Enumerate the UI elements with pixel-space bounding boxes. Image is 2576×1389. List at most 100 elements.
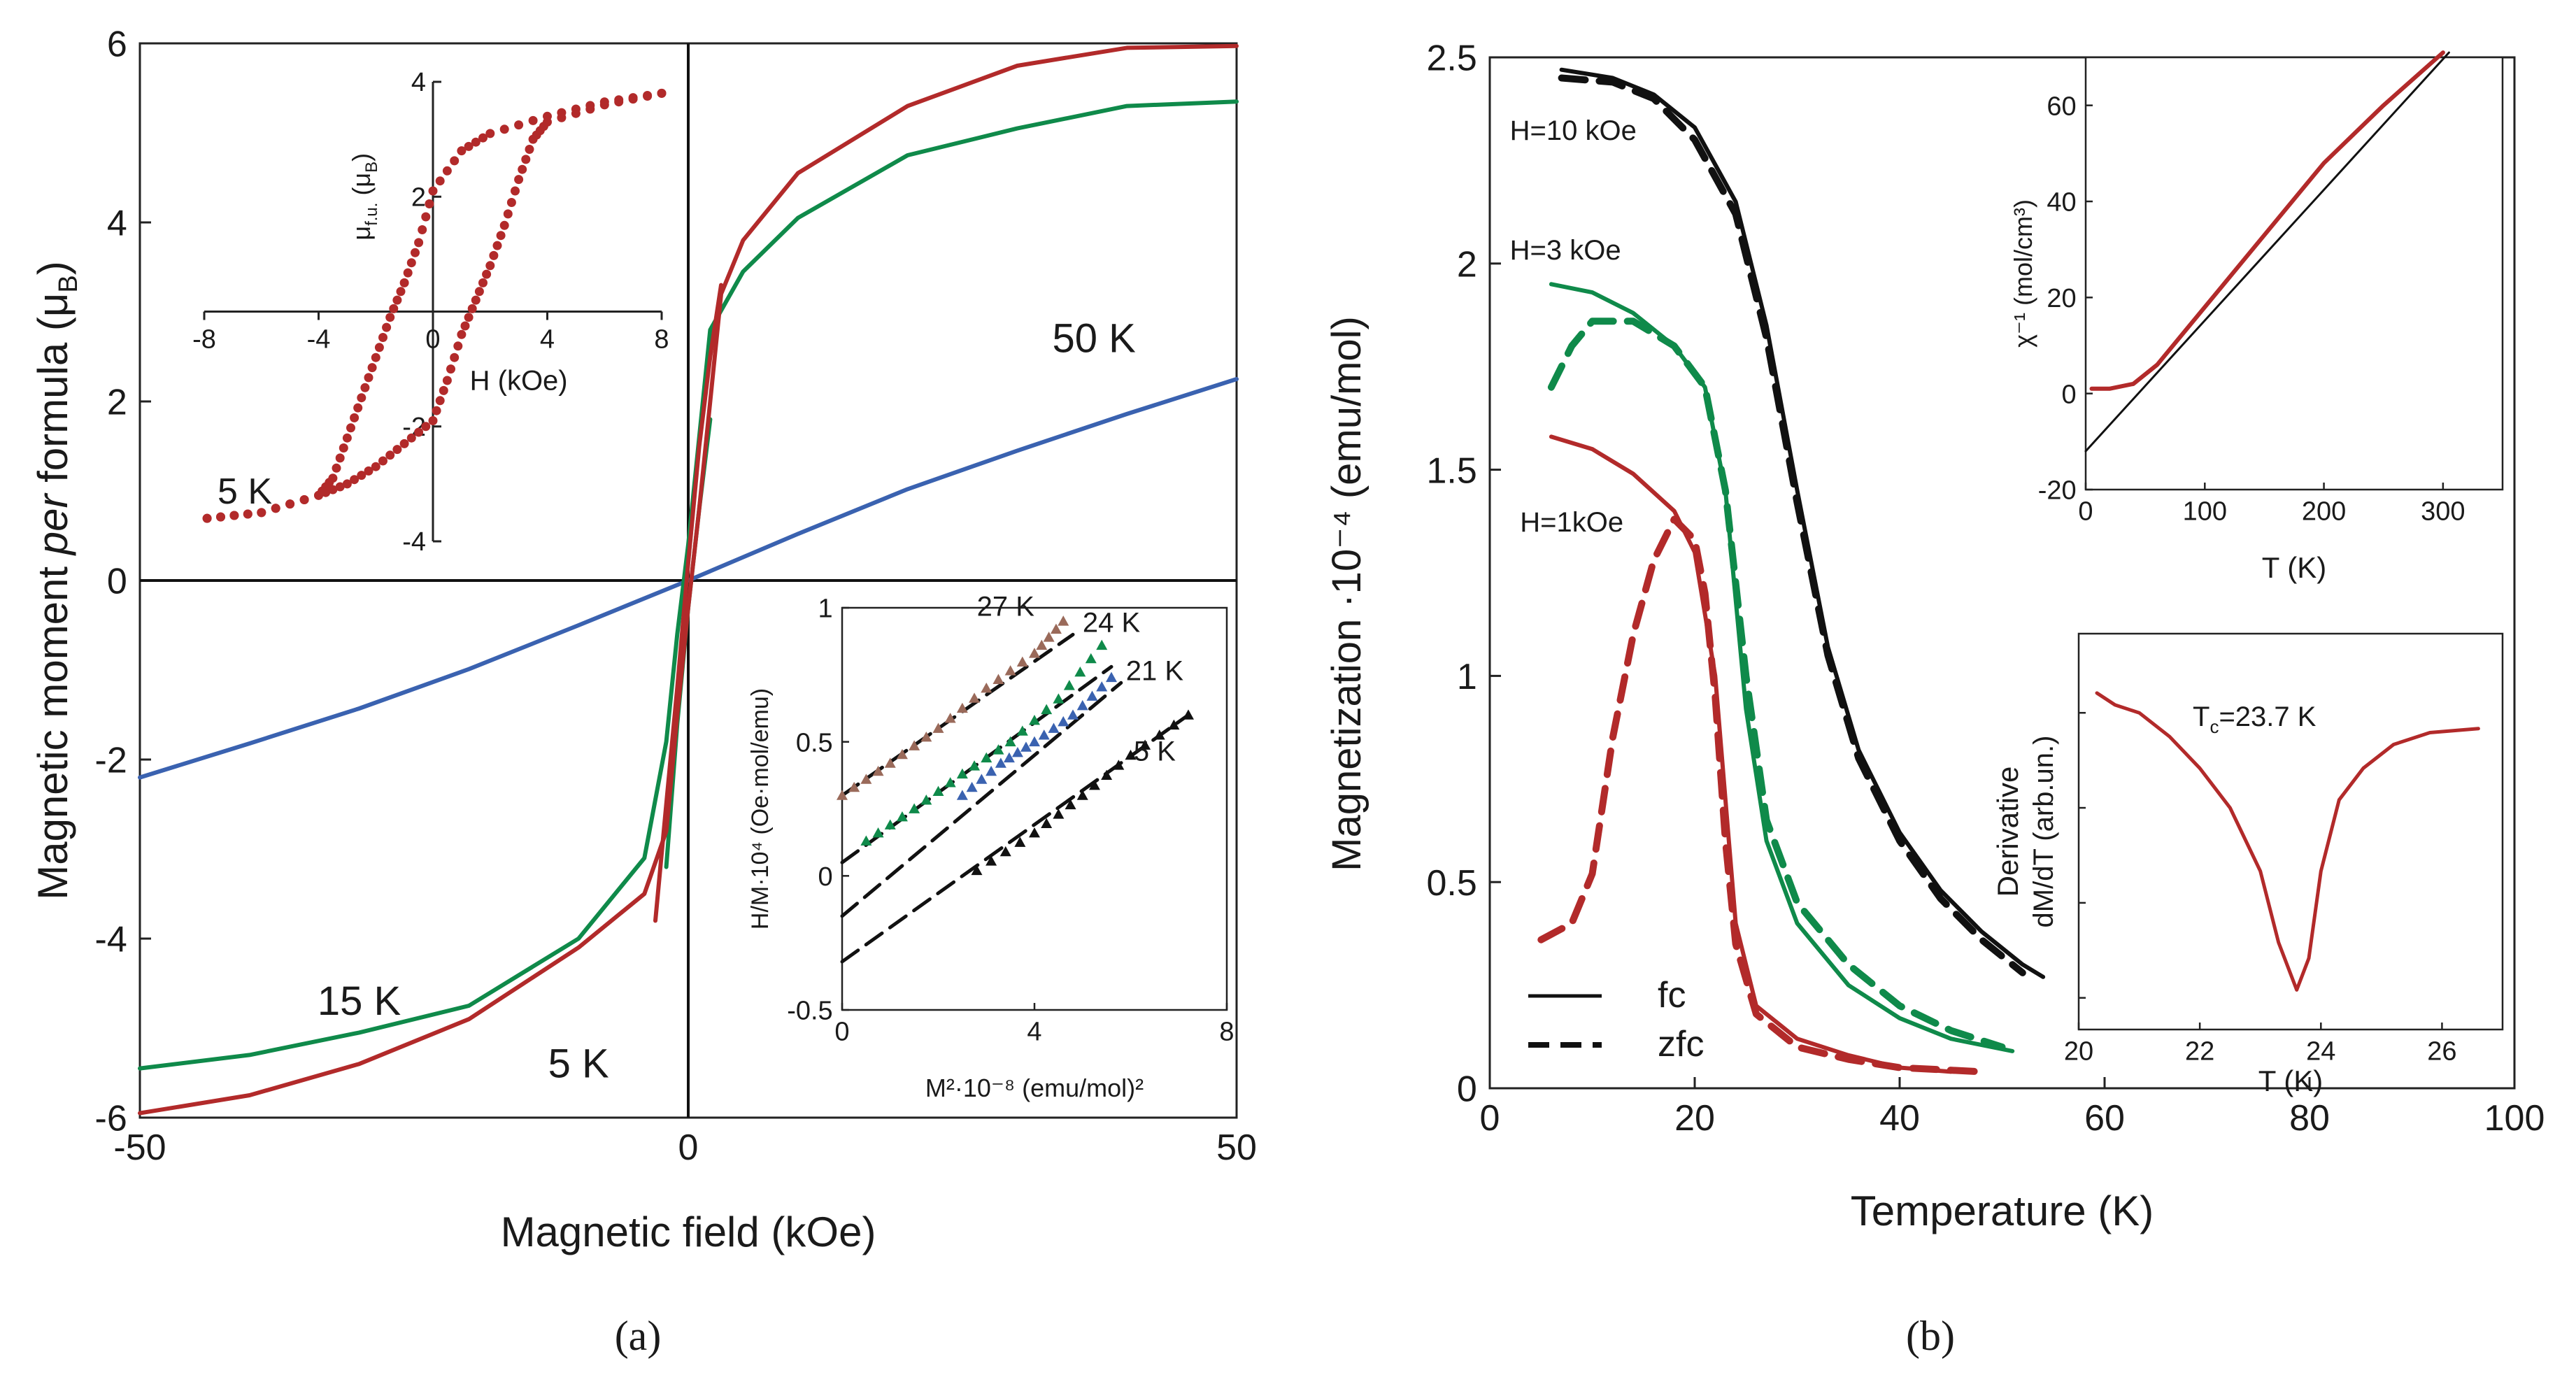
data-point <box>1168 719 1180 730</box>
x-axis-title: H (kOe) <box>470 366 568 397</box>
data-point <box>353 403 363 413</box>
data-point <box>496 231 506 241</box>
series-label: 27 K <box>977 592 1035 622</box>
data-point <box>478 133 488 143</box>
data-point <box>1016 656 1028 667</box>
data-point <box>499 124 509 134</box>
data-point <box>478 278 488 287</box>
data-point <box>837 790 848 800</box>
data-point <box>966 781 978 792</box>
data-point <box>1038 729 1050 740</box>
y-axis-title-line1: Derivative <box>1991 767 2024 897</box>
y-tick-label: 4 <box>411 68 426 97</box>
data-point <box>511 186 520 196</box>
data-point <box>442 376 452 385</box>
inset-background <box>2086 57 2503 490</box>
data-point <box>944 713 956 723</box>
data-point <box>1086 690 1098 701</box>
tc-annotation-part: c <box>2209 716 2219 737</box>
data-point <box>382 322 392 332</box>
x-tick-label: -50 <box>113 1127 166 1168</box>
x-tick-label: 0 <box>425 325 440 355</box>
curve-label: 50 K <box>1052 316 1136 362</box>
data-point <box>439 385 448 395</box>
x-tick-label: 0 <box>834 1018 849 1047</box>
plot-frame <box>1488 56 2516 1090</box>
data-point <box>657 88 667 98</box>
inset-background <box>2079 634 2503 1030</box>
data-point <box>457 329 467 339</box>
data-point <box>920 731 932 742</box>
data-point <box>1096 639 1108 650</box>
y-axis-title-part: B <box>362 162 381 173</box>
data-point <box>1004 736 1016 747</box>
data-point <box>406 258 416 268</box>
data-point <box>1029 736 1040 747</box>
panel-label-b: (b) <box>1906 1313 1955 1359</box>
y-tick-label: 2.5 <box>1427 38 1477 79</box>
y-tick-label: 1 <box>818 594 833 624</box>
data-point <box>956 702 968 713</box>
series-line-1-kOe-fc <box>1549 434 1954 1074</box>
data-point <box>335 482 345 492</box>
x-tick-label: 100 <box>2183 497 2227 527</box>
x-tick-label: 80 <box>2289 1098 2330 1139</box>
data-point <box>450 156 460 166</box>
data-point <box>1088 779 1100 790</box>
data-point <box>1063 680 1075 690</box>
data-point <box>332 463 341 473</box>
data-point <box>543 111 552 121</box>
data-point <box>485 129 495 138</box>
x-axis-title: T (K) <box>2258 1064 2324 1097</box>
field-label: H=3 kOe <box>1510 235 1621 266</box>
data-point <box>514 120 524 130</box>
data-point <box>471 295 481 305</box>
data-point <box>1076 699 1088 711</box>
data-point <box>506 198 516 207</box>
data-point <box>1101 769 1113 780</box>
data-point <box>585 101 595 111</box>
series-label: 5 K <box>1134 736 1176 767</box>
y-tick-label: 60 <box>2047 92 2076 121</box>
series-line-10-kOe-fc <box>1559 67 2046 979</box>
data-point <box>485 261 495 271</box>
fit-line <box>840 632 1075 797</box>
data-point <box>896 748 908 760</box>
data-point <box>992 744 1004 755</box>
series-line-fit <box>2084 51 2450 453</box>
y-tick-label: -20 <box>2038 476 2077 506</box>
data-point <box>956 768 968 779</box>
data-point <box>432 406 441 415</box>
legend-label-zfc: zfc <box>1658 1024 1704 1064</box>
tc-annotation-part: =23.7 K <box>2219 701 2316 732</box>
data-point <box>414 238 424 248</box>
y-tick-label: -4 <box>95 920 127 960</box>
y-axis-title: χ⁻¹ (mol/cm³) <box>2009 199 2037 348</box>
data-point <box>985 855 997 866</box>
y-tick-label: 0 <box>107 562 127 602</box>
y-tick-label: 0 <box>2062 380 2077 409</box>
data-point <box>453 341 463 351</box>
data-point <box>406 433 416 443</box>
data-point <box>528 115 538 125</box>
data-point <box>474 287 484 297</box>
data-point <box>328 485 338 494</box>
data-point <box>464 313 474 322</box>
data-point <box>360 383 370 392</box>
y-tick-label: 4 <box>107 204 127 244</box>
data-point <box>1153 729 1165 740</box>
data-point <box>489 250 499 260</box>
data-point <box>385 450 395 460</box>
panel-a-inset-arrott: 0 4 8-0.500.51 27 K24 K21 K5 KM²·10⁻⁸ (emu/… <box>747 592 1234 1103</box>
data-point <box>981 752 992 763</box>
x-tick-label: 40 <box>1879 1098 1920 1139</box>
data-point <box>374 343 384 352</box>
series-label: 21 K <box>1126 656 1184 687</box>
series-line-3-kOe-fc <box>1549 282 2015 1053</box>
tc-annotation-part: T <box>2193 701 2209 732</box>
data-point <box>257 508 266 518</box>
data-point <box>932 785 944 796</box>
data-point <box>367 363 377 373</box>
data-point <box>909 740 920 750</box>
